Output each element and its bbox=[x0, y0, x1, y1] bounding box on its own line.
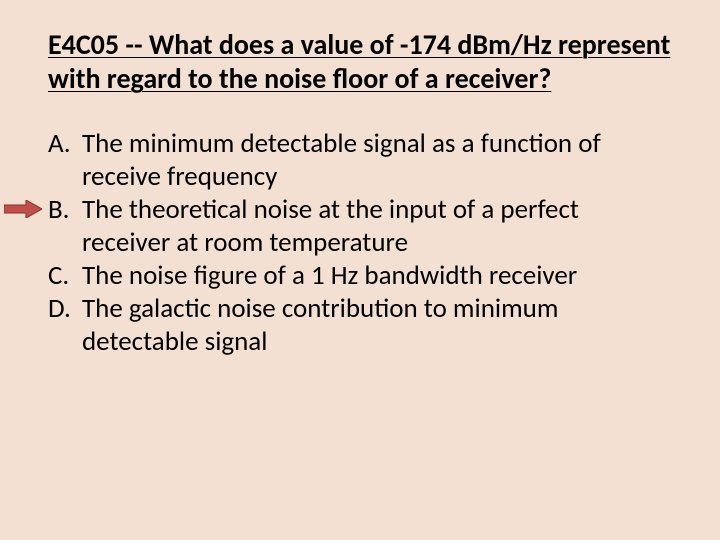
answer-letter: D. bbox=[48, 293, 82, 359]
answer-option: C. The noise figure of a 1 Hz bandwidth … bbox=[48, 260, 672, 293]
answer-letter: B. bbox=[48, 194, 82, 260]
answer-letter: C. bbox=[48, 260, 82, 293]
answer-letter: A. bbox=[48, 128, 82, 194]
answer-option: B. The theoretical noise at the input of… bbox=[48, 194, 672, 260]
question-text: E4C05 -- What does a value of -174 dBm/H… bbox=[48, 28, 672, 96]
correct-answer-arrow bbox=[4, 200, 42, 218]
answer-text: The noise figure of a 1 Hz bandwidth rec… bbox=[82, 260, 672, 293]
answer-list: A. The minimum detectable signal as a fu… bbox=[48, 128, 672, 359]
answer-text: The galactic noise contribution to minim… bbox=[82, 293, 672, 359]
answer-option: D. The galactic noise contribution to mi… bbox=[48, 293, 672, 359]
answer-option: A. The minimum detectable signal as a fu… bbox=[48, 128, 672, 194]
answer-text: The minimum detectable signal as a funct… bbox=[82, 128, 672, 194]
answer-text: The theoretical noise at the input of a … bbox=[82, 194, 672, 260]
arrow-icon bbox=[4, 200, 42, 218]
